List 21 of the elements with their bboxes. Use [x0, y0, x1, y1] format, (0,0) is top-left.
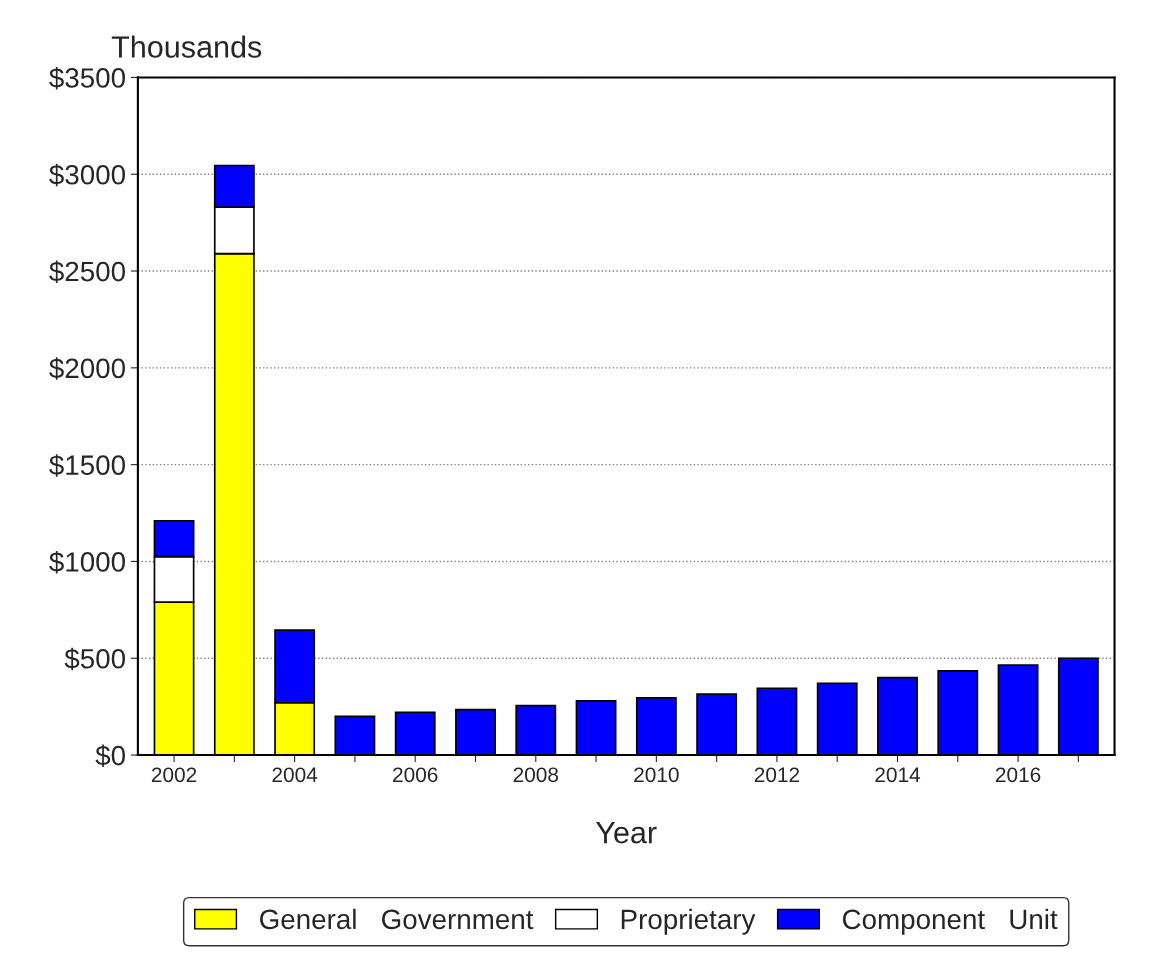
- x-tick-label: 2008: [513, 767, 559, 783]
- x-tick-label: 2006: [393, 767, 438, 783]
- y-tick-label: $500: [64, 647, 125, 671]
- y-tick-label: $3000: [49, 163, 125, 187]
- x-tick-label: 2004: [272, 767, 318, 783]
- y-axis-title: Thousands: [111, 35, 262, 58]
- y-tick-label: $0: [95, 744, 125, 768]
- legend-label: Proprietary: [621, 908, 756, 935]
- y-tick-label: $2500: [49, 260, 125, 284]
- y-tick-label: $2000: [49, 357, 125, 380]
- x-tick-label: 2010: [634, 767, 679, 783]
- x-tick-label: 2016: [995, 767, 1041, 783]
- x-tick-label: 2012: [754, 767, 800, 783]
- x-axis-title: Year: [596, 822, 657, 844]
- x-tick-label: 2014: [875, 767, 921, 783]
- x-tick-label: 2002: [151, 767, 197, 783]
- y-tick-label: $3500: [49, 66, 125, 90]
- y-tick-label: $1000: [49, 550, 125, 574]
- legend-label: Component Unit: [842, 908, 1058, 935]
- legend-label: General Government: [260, 908, 534, 930]
- y-tick-label: $1500: [49, 454, 125, 477]
